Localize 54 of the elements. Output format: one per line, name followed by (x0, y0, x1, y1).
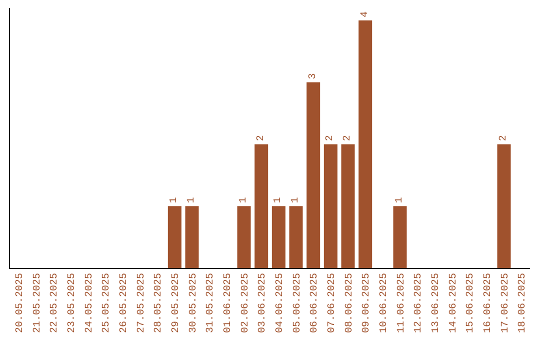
bar (254, 144, 268, 268)
bar (168, 206, 182, 268)
x-tick-label: 07.06.2025 (326, 273, 338, 334)
data-label: 1 (169, 197, 180, 204)
x-tick-label: 13.06.2025 (430, 273, 442, 334)
bar (393, 206, 407, 268)
x-tick-label: 06.06.2025 (310, 273, 321, 334)
x-tick-label: 17.06.2025 (500, 273, 512, 334)
x-tick-label: 05.06.2025 (292, 273, 304, 334)
x-tick-label: 28.05.2025 (154, 273, 165, 334)
x-tick-label: 02.06.2025 (240, 273, 252, 334)
x-tick-label: 18.06.2025 (518, 273, 529, 334)
x-tick-label: 27.05.2025 (136, 273, 148, 334)
bar (358, 20, 372, 268)
bar (289, 206, 303, 268)
data-label: 2 (498, 135, 510, 142)
x-tick-label: 12.06.2025 (414, 273, 425, 334)
x-tick-label: 10.06.2025 (378, 273, 390, 334)
bar (306, 82, 320, 268)
x-tick-label: 09.06.2025 (362, 273, 373, 334)
x-tick-label: 11.06.2025 (396, 273, 408, 334)
x-tick-label: 25.05.2025 (102, 273, 113, 334)
x-tick-label: 30.05.2025 (188, 273, 200, 334)
bar (497, 144, 511, 268)
x-tick-label: 21.05.2025 (32, 273, 44, 334)
x-tick-label: 20.05.2025 (14, 273, 26, 334)
x-tick-label: 23.05.2025 (66, 273, 78, 334)
data-label: 1 (273, 197, 284, 204)
x-tick-label: 31.05.2025 (206, 273, 217, 334)
data-label: 2 (342, 135, 354, 142)
data-label: 2 (325, 135, 336, 142)
data-label: 3 (308, 73, 319, 80)
bar (185, 206, 199, 268)
x-tick-label: 26.05.2025 (118, 273, 130, 334)
x-tick-label: 24.05.2025 (84, 273, 96, 334)
x-tick-label: 22.05.2025 (50, 273, 61, 334)
x-tick-label: 01.06.2025 (222, 273, 234, 334)
bar (341, 144, 355, 268)
x-tick-label: 15.06.2025 (466, 273, 477, 334)
data-label: 1 (290, 197, 302, 204)
data-label: 4 (360, 11, 371, 18)
data-label: 2 (256, 135, 267, 142)
x-tick-label: 04.06.2025 (274, 273, 286, 334)
x-tick-label: 03.06.2025 (258, 273, 269, 334)
bar (272, 206, 286, 268)
x-tick-label: 29.05.2025 (170, 273, 182, 334)
x-tick-label: 14.06.2025 (448, 273, 460, 334)
data-label: 1 (186, 197, 198, 204)
x-tick-label: 08.06.2025 (344, 273, 356, 334)
x-tick-label: 16.06.2025 (482, 273, 494, 334)
data-label: 1 (238, 197, 250, 204)
data-label: 1 (394, 197, 406, 204)
bar (324, 144, 338, 268)
bar (237, 206, 251, 268)
